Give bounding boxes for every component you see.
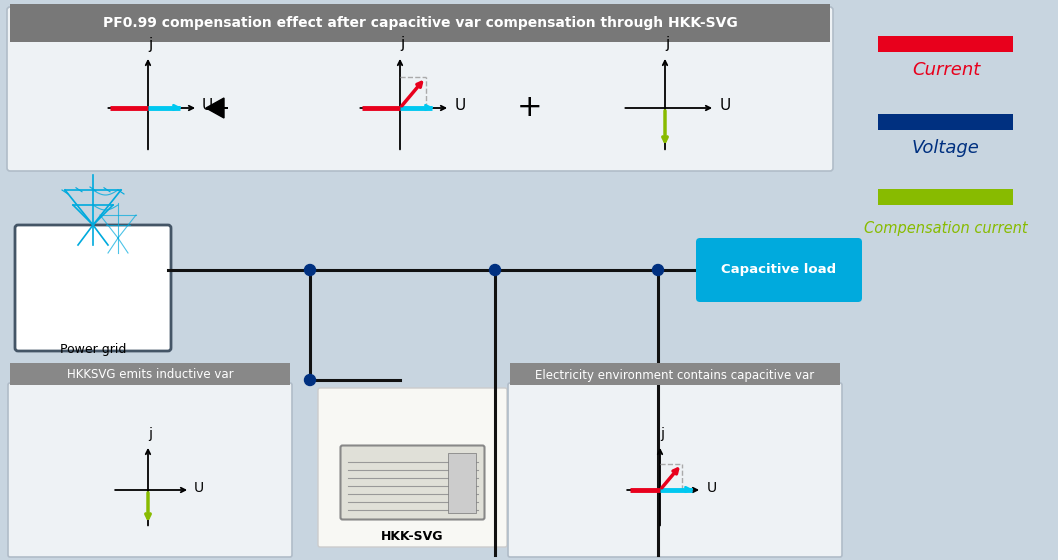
Text: U: U [194,481,204,495]
Text: U: U [707,481,717,495]
Bar [878,189,1013,205]
Text: Current: Current [912,61,980,79]
Text: U: U [202,99,214,114]
FancyBboxPatch shape [8,383,292,557]
Text: j: j [660,427,664,441]
Text: j: j [664,36,669,51]
Text: j: j [400,36,404,51]
Bar [878,114,1013,130]
FancyBboxPatch shape [341,446,485,520]
Text: HKK-SVG: HKK-SVG [381,530,443,544]
FancyBboxPatch shape [318,388,507,547]
Text: Voltage: Voltage [912,139,980,157]
Text: U: U [720,99,731,114]
Circle shape [305,375,315,385]
FancyArrow shape [206,98,229,118]
Bar [10,363,290,385]
Bar [510,363,840,385]
FancyBboxPatch shape [15,225,171,351]
Circle shape [490,264,500,276]
FancyBboxPatch shape [7,7,833,171]
FancyBboxPatch shape [508,383,842,557]
Text: Electricity environment contains capacitive var: Electricity environment contains capacit… [535,368,815,381]
Text: +: + [517,94,543,123]
Circle shape [653,264,663,276]
Text: Power grid: Power grid [60,343,126,357]
Bar [448,452,475,512]
Text: HKKSVG emits inductive var: HKKSVG emits inductive var [67,368,234,381]
Text: j: j [148,427,152,441]
Text: Compensation current: Compensation current [864,221,1027,236]
Circle shape [305,264,315,276]
Text: U: U [455,99,467,114]
Text: Capacitive load: Capacitive load [722,264,837,277]
Bar [10,4,829,42]
Bar [878,36,1013,52]
FancyBboxPatch shape [696,238,862,302]
Text: PF0.99 compensation effect after capacitive var compensation through HKK-SVG: PF0.99 compensation effect after capacit… [103,16,737,30]
Text: j: j [148,37,152,52]
